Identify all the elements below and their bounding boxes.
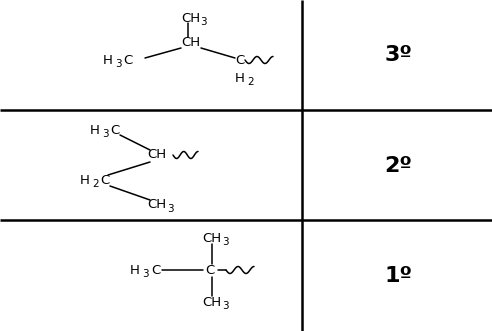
Text: 3º: 3º xyxy=(385,45,412,65)
Text: C: C xyxy=(205,263,214,276)
Text: CH: CH xyxy=(181,35,200,49)
Text: C: C xyxy=(235,54,244,67)
Text: 3: 3 xyxy=(222,237,229,247)
Text: C: C xyxy=(100,173,109,186)
Text: 3: 3 xyxy=(222,301,229,311)
Text: CH: CH xyxy=(147,199,166,212)
Text: CH: CH xyxy=(202,296,221,308)
Text: H: H xyxy=(103,54,113,67)
Text: 3: 3 xyxy=(142,269,149,279)
Text: H: H xyxy=(235,71,245,84)
Text: 3: 3 xyxy=(167,204,174,214)
Text: CH: CH xyxy=(181,12,200,24)
Text: CH: CH xyxy=(147,149,166,162)
Text: H: H xyxy=(130,263,140,276)
Text: 1º: 1º xyxy=(385,266,412,286)
Text: H: H xyxy=(80,173,90,186)
Text: H: H xyxy=(90,123,100,136)
Text: 2: 2 xyxy=(247,77,253,87)
Text: 3: 3 xyxy=(115,59,122,69)
Text: C: C xyxy=(110,123,119,136)
Text: C: C xyxy=(123,54,132,67)
Text: 3: 3 xyxy=(102,129,109,139)
Text: C: C xyxy=(151,263,160,276)
Text: CH: CH xyxy=(202,231,221,245)
Text: 2º: 2º xyxy=(385,156,412,175)
Text: 3: 3 xyxy=(200,17,207,27)
Text: 2: 2 xyxy=(92,179,98,189)
